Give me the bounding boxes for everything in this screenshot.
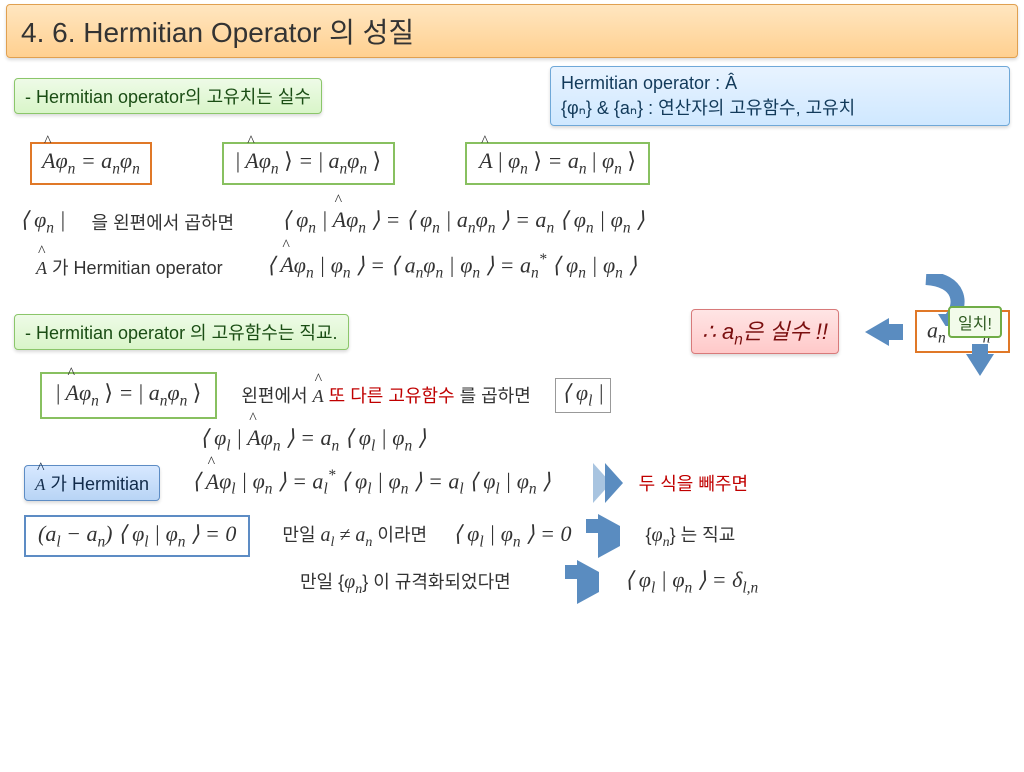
text-a-hermitian: A 가 Hermitian operator (36, 254, 223, 280)
left-arrow-icon (865, 318, 889, 346)
text-subtract: 두 식을 빼주면 (639, 470, 748, 496)
eq-delta: ⟨ φl | φn ⟩ = δl,n (625, 567, 758, 597)
section1-heading: - Hermitian operator의 고유치는 실수 (14, 78, 322, 114)
eq-eigen-2: | Aφn ⟩ = | anφn ⟩ (222, 142, 395, 184)
eq-eigen-3: A | φn ⟩ = an | φn ⟩ (465, 142, 650, 184)
section2-heading: - Hermitian operator 의 고유함수는 직교. (14, 314, 349, 350)
bra-phi-n: ⟨ φn | (20, 207, 66, 237)
text-if-al-an: 만일 al ≠ an 이라면 (282, 521, 427, 551)
eq-l-line2: ⟨ Aφl | φn ⟩ = al* ⟨ φl | φn ⟩ = al ⟨ φl… (192, 467, 551, 499)
def-line-a: Hermitian operator : Â (561, 71, 999, 96)
page-title: 4. 6. Hermitian Operator 의 성질 (6, 4, 1018, 58)
therefore-real-box: ∴ an은 실수 !! (691, 309, 839, 354)
eq-line2: ⟨ Aφn | φn ⟩ = ⟨ anφn | φn ⟩ = an* ⟨ φn … (267, 251, 637, 283)
eq-l-line1: ⟨ φl | Aφn ⟩ = an ⟨ φl | φn ⟩ (200, 425, 426, 455)
eq-ket-Aphi: | Aφn ⟩ = | anφn ⟩ (40, 372, 217, 418)
def-line-b: {φₙ} & {aₙ} : 연산자의 고유함수, 고유치 (561, 96, 999, 121)
right-arrow-icon-2 (577, 572, 599, 593)
down-arrow-icon (966, 354, 994, 376)
text-if-normalized: 만일 {φn} 이 규격화되었다면 (300, 568, 511, 598)
text-mult-other: 왼편에서 A 또 다른 고유함수 를 곱하면 (241, 382, 530, 408)
note-match: 일치! (948, 306, 1002, 338)
note-a-hermitian: A 가 Hermitian (24, 465, 160, 501)
eq-eigen-1: Aφn = anφn (30, 142, 152, 184)
right-arrow-icon-1 (598, 526, 620, 547)
eq-line1: ⟨ φn | Aφn ⟩ = ⟨ φn | anφn ⟩ = an ⟨ φn |… (282, 207, 645, 237)
bra-phi-l: ⟨ φl | (555, 378, 611, 412)
text-mult-left: 을 왼편에서 곱하면 (92, 209, 234, 235)
eq-al-minus-an: (al − an) ⟨ φl | φn ⟩ = 0 (24, 515, 250, 557)
eq-inner-zero: ⟨ φl | φn ⟩ = 0 (453, 521, 571, 551)
text-orthogonal: {φn} 는 직교 (646, 521, 736, 551)
definition-box: Hermitian operator : Â {φₙ} & {aₙ} : 연산자… (550, 66, 1010, 126)
chevron-right-icon (593, 463, 617, 503)
